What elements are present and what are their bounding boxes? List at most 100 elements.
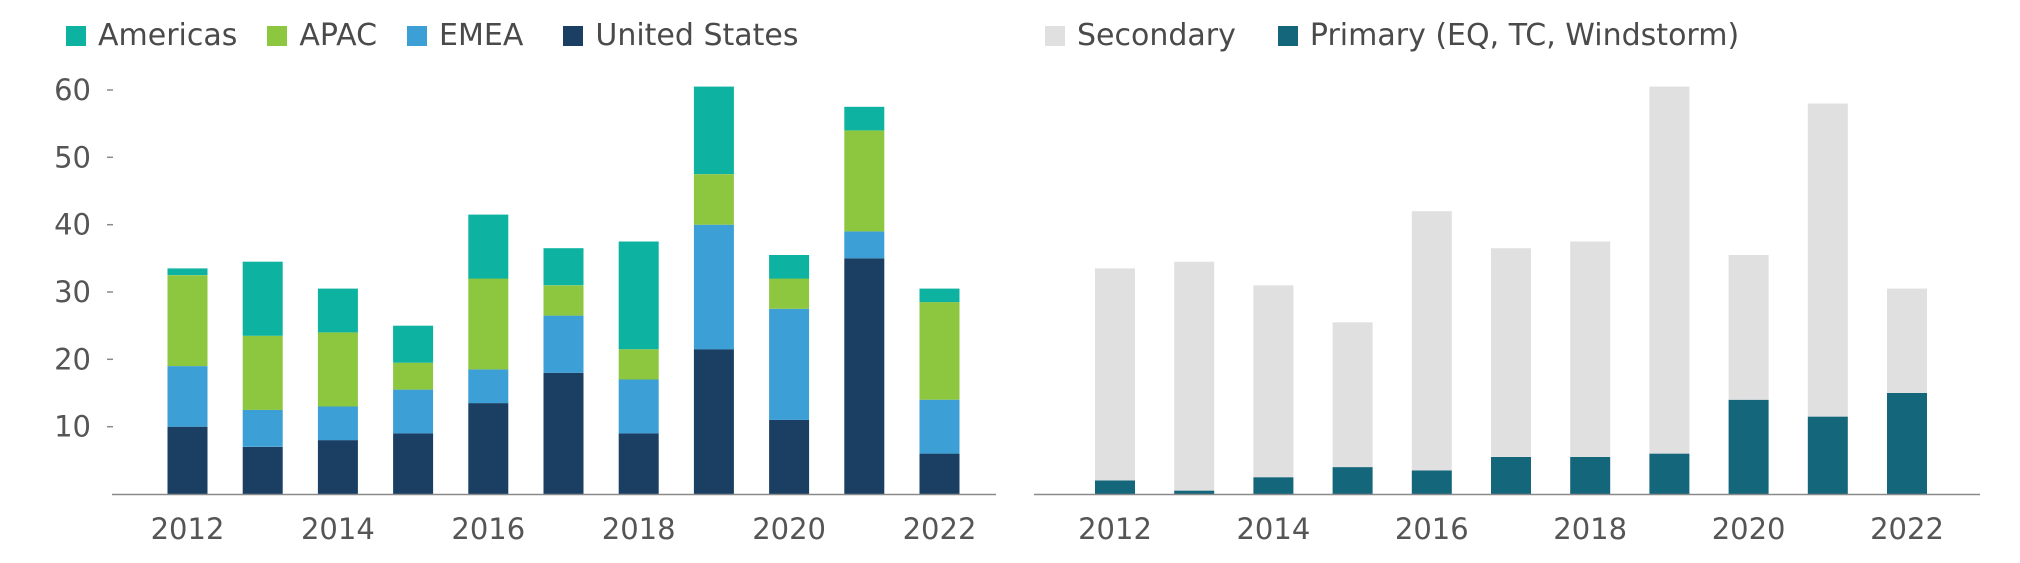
- bar-united-states-2022: [919, 453, 960, 494]
- bar-americas-2013: [242, 261, 283, 336]
- bar-americas-2017: [543, 248, 584, 286]
- bar-apac-2014: [317, 332, 358, 407]
- bar-americas-2019: [693, 86, 734, 175]
- legend-swatch: [563, 25, 584, 46]
- bar-secondary-2020: [1728, 255, 1769, 400]
- bar-apac-2021: [844, 130, 885, 232]
- right-x-tick-label: 2022: [1870, 512, 1944, 546]
- bar-apac-2013: [242, 335, 283, 410]
- bar-united-states-2015: [393, 433, 434, 494]
- bar-americas-2014: [317, 288, 358, 333]
- bar-americas-2018: [618, 241, 659, 350]
- legend-swatch: [267, 25, 288, 46]
- legend-label: EMEA: [439, 18, 524, 53]
- bar-americas-2015: [393, 325, 434, 363]
- bar-emea-2015: [393, 389, 434, 434]
- legend-swatch: [66, 25, 86, 46]
- right-x-tick-label: 2020: [1712, 512, 1786, 546]
- y-tick-label: 30: [54, 275, 91, 309]
- bar-primary-eq-tc-windstorm-2018: [1570, 457, 1611, 494]
- right-x-tick-label: 2018: [1553, 512, 1627, 546]
- bar-primary-eq-tc-windstorm-2014: [1253, 477, 1294, 494]
- left-x-tick-label: 2022: [903, 512, 977, 546]
- bar-apac-2018: [618, 349, 659, 380]
- bar-primary-eq-tc-windstorm-2016: [1411, 470, 1452, 494]
- bar-apac-2017: [543, 285, 584, 316]
- bar-emea-2014: [317, 406, 358, 441]
- right-x-tick-label: 2012: [1078, 512, 1152, 546]
- legend-label: APAC: [299, 18, 378, 53]
- legend-label: United States: [595, 18, 799, 53]
- legend-right: Secondary Primary (EQ, TC, Windstorm): [1045, 18, 1739, 53]
- right-x-tick-label: 2016: [1395, 512, 1469, 546]
- bar-primary-eq-tc-windstorm-2022: [1887, 393, 1927, 494]
- left-bars: [167, 86, 960, 494]
- y-tick-label: 40: [54, 208, 91, 242]
- bar-apac-2019: [693, 174, 734, 225]
- bar-secondary-2019: [1649, 86, 1690, 454]
- bar-emea-2012: [167, 366, 208, 427]
- bar-americas-2020: [769, 255, 810, 279]
- bar-apac-2020: [769, 278, 810, 309]
- legend-item-primary-eq-tc-windstorm: Primary (EQ, TC, Windstorm): [1277, 18, 1740, 53]
- bar-united-states-2019: [693, 349, 734, 494]
- bar-apac-2012: [167, 275, 208, 367]
- bar-united-states-2020: [769, 419, 810, 494]
- legend-label: Americas: [98, 18, 238, 53]
- bar-secondary-2014: [1253, 285, 1294, 478]
- y-tick-label: 20: [54, 342, 91, 376]
- legend-label: Secondary: [1077, 18, 1236, 53]
- bar-united-states-2017: [543, 372, 584, 494]
- legend-item-secondary: Secondary: [1045, 18, 1236, 53]
- right-x-tick-label: 2014: [1236, 512, 1310, 546]
- left-x-tick-label: 2014: [301, 512, 375, 546]
- left-x-tick-label: 2016: [451, 512, 525, 546]
- legend-label: Primary (EQ, TC, Windstorm): [1309, 18, 1740, 53]
- bar-secondary-2018: [1570, 241, 1611, 457]
- legend-swatch: [407, 25, 428, 46]
- bar-emea-2020: [769, 308, 810, 420]
- bar-united-states-2013: [242, 446, 283, 494]
- bar-americas-2012: [167, 268, 208, 276]
- left-x-tick-label: 2018: [602, 512, 676, 546]
- bar-primary-eq-tc-windstorm-2021: [1807, 416, 1848, 494]
- legend-swatch: [1277, 25, 1298, 46]
- bar-emea-2019: [693, 224, 734, 350]
- legend-left: Americas APAC EMEA United States: [66, 18, 799, 53]
- bar-secondary-2017: [1491, 248, 1531, 457]
- bar-apac-2016: [468, 278, 509, 370]
- y-tick-label: 10: [54, 410, 91, 444]
- legend-swatch: [1045, 25, 1065, 46]
- legend-item-united-states: United States: [563, 18, 799, 53]
- y-tick-label: 50: [54, 140, 91, 174]
- bar-apac-2022: [919, 302, 960, 400]
- bar-primary-eq-tc-windstorm-2012: [1095, 480, 1135, 494]
- bar-secondary-2015: [1332, 322, 1373, 468]
- bar-united-states-2014: [317, 440, 358, 494]
- bar-emea-2017: [543, 315, 584, 373]
- bar-secondary-2021: [1807, 103, 1848, 417]
- bar-emea-2021: [844, 231, 885, 259]
- right-bars: [1095, 86, 1927, 494]
- bar-americas-2016: [468, 214, 509, 279]
- bar-secondary-2016: [1411, 211, 1452, 471]
- bar-secondary-2012: [1095, 268, 1135, 481]
- y-tick-label: 60: [54, 73, 91, 107]
- left-x-tick-label: 2012: [151, 512, 225, 546]
- bar-americas-2021: [844, 106, 885, 131]
- bar-primary-eq-tc-windstorm-2017: [1491, 457, 1531, 494]
- bar-primary-eq-tc-windstorm-2020: [1728, 399, 1769, 494]
- legend-item-emea: EMEA: [407, 18, 523, 53]
- left-x-tick-label: 2020: [752, 512, 826, 546]
- bar-united-states-2021: [844, 258, 885, 494]
- bar-americas-2022: [919, 288, 960, 303]
- bar-secondary-2013: [1174, 261, 1215, 491]
- bar-primary-eq-tc-windstorm-2015: [1332, 467, 1373, 494]
- bar-emea-2016: [468, 369, 509, 404]
- legend-item-americas: Americas: [66, 18, 237, 53]
- bar-apac-2015: [393, 362, 434, 390]
- bar-united-states-2016: [468, 403, 509, 494]
- bar-secondary-2022: [1887, 288, 1927, 393]
